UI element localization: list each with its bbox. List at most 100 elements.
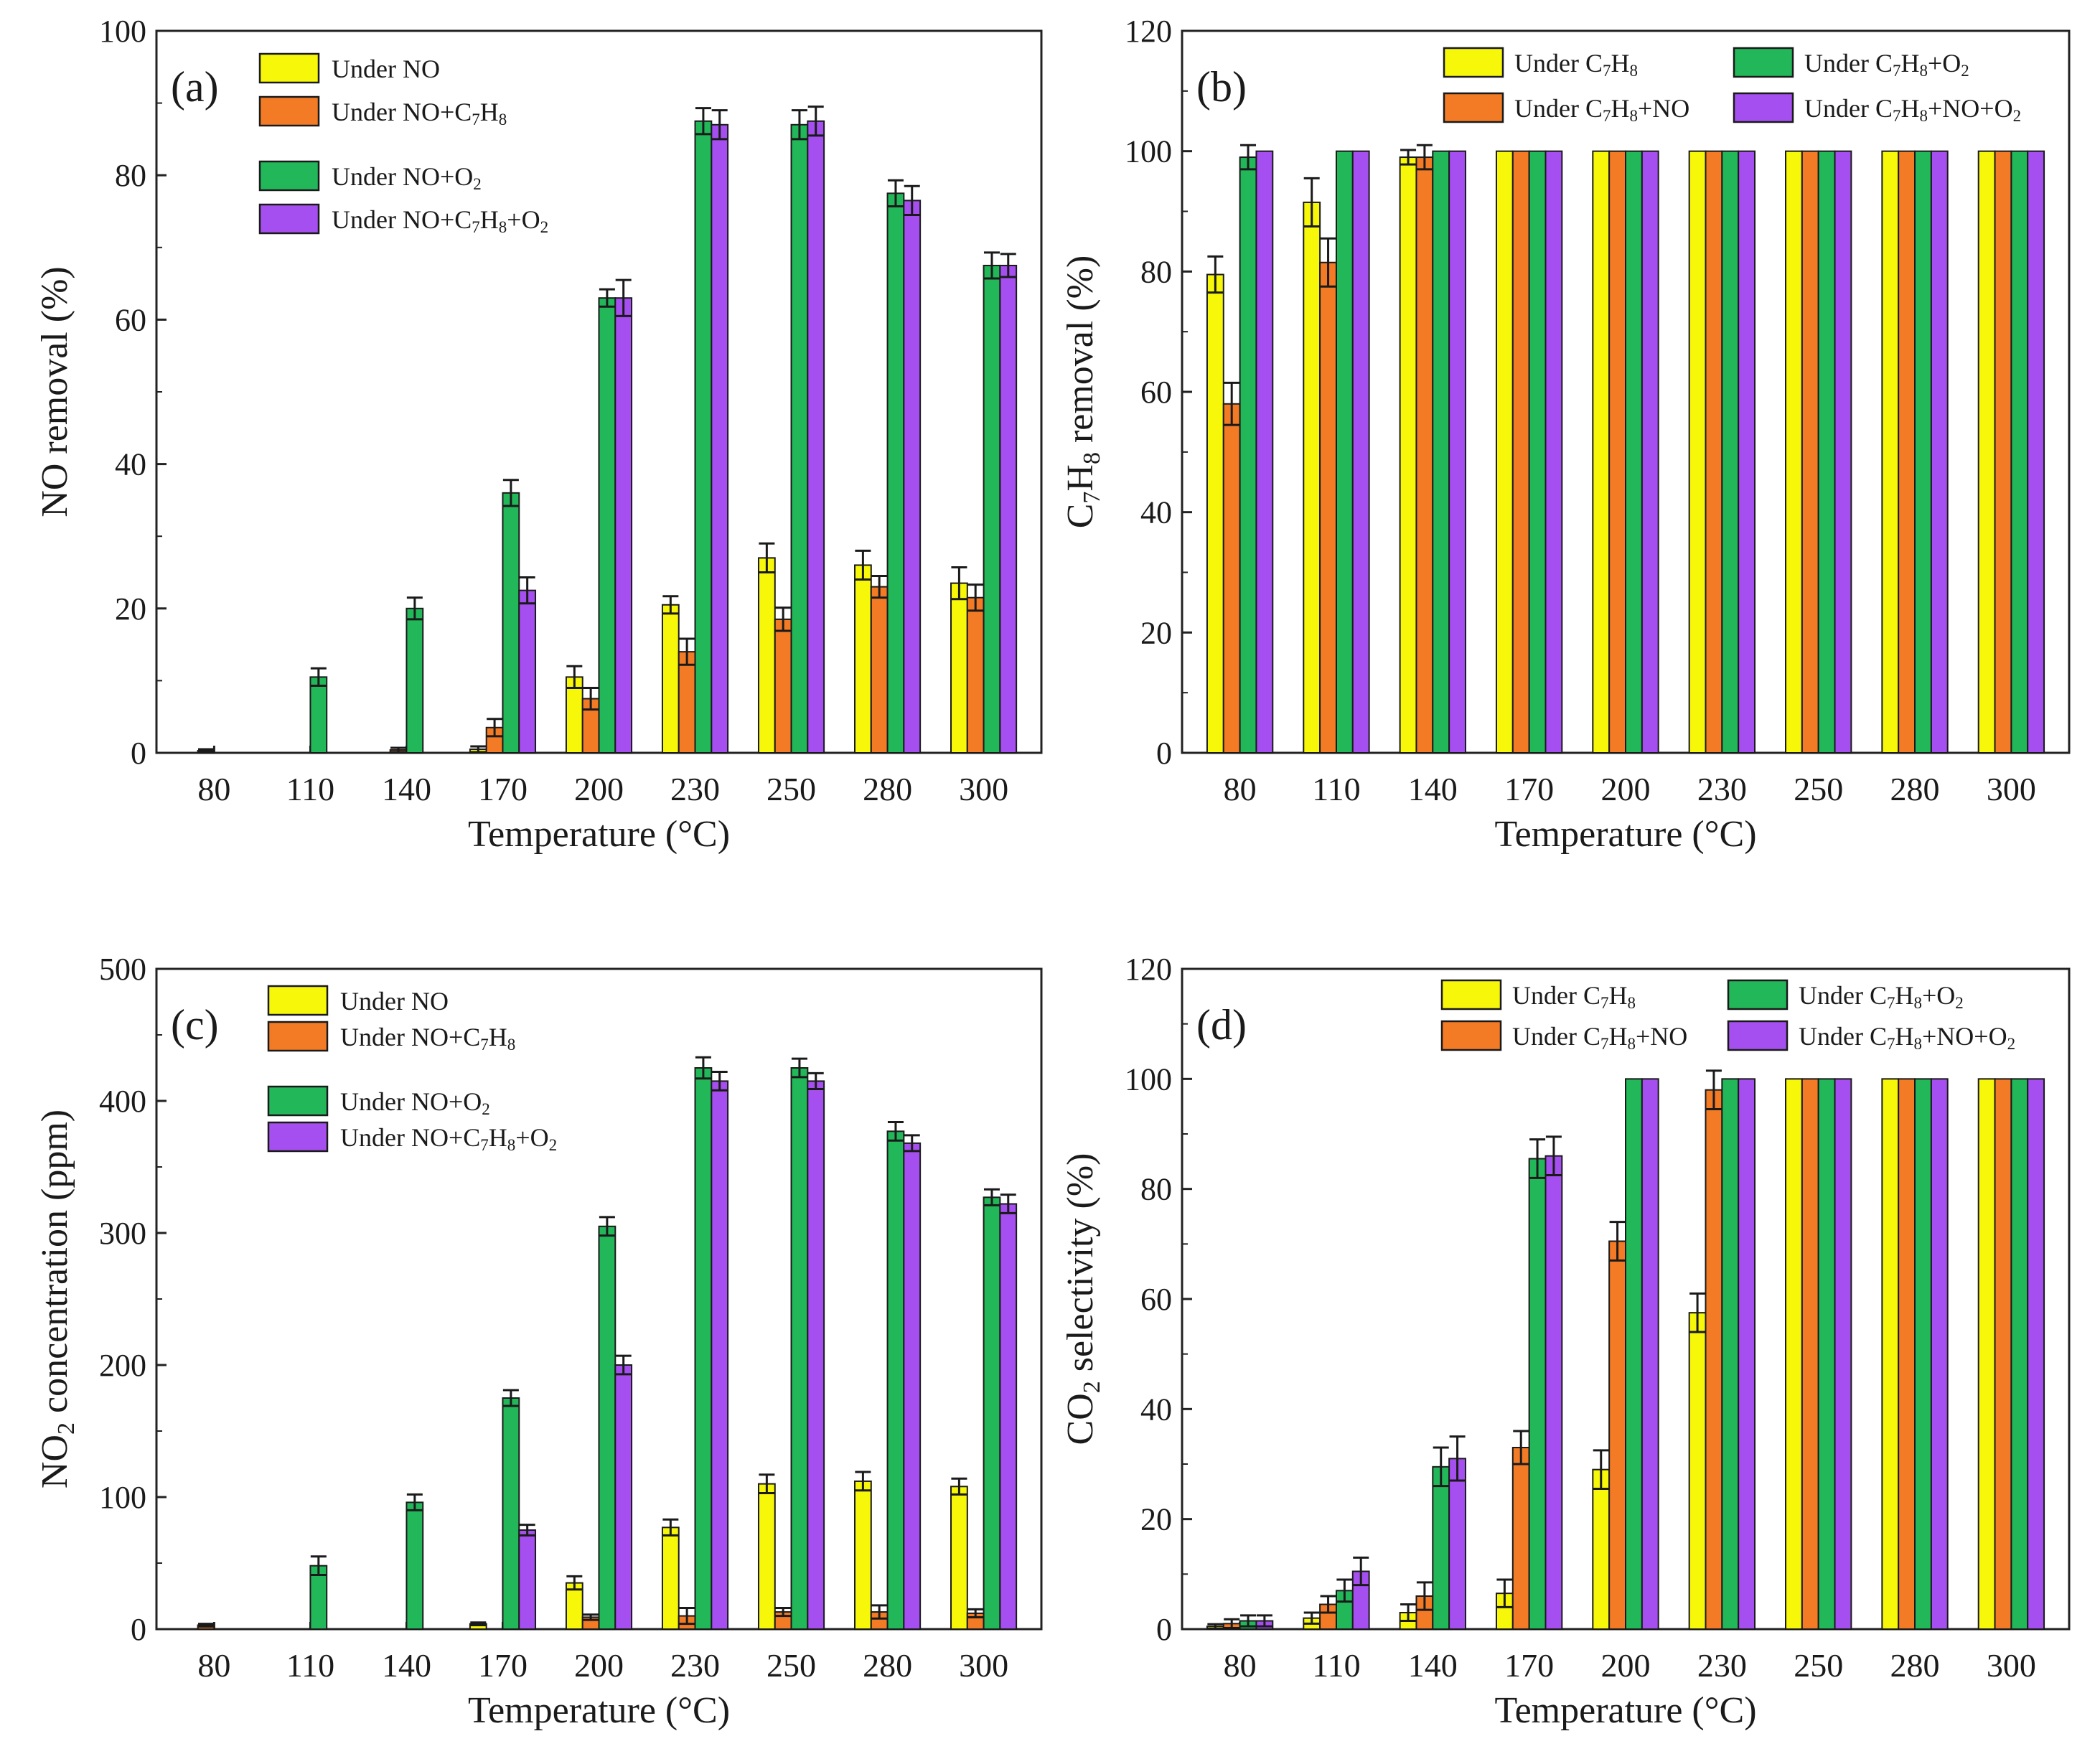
bar-b-orange-80	[1222, 403, 1241, 754]
x-tick-label-c: 80	[197, 1647, 230, 1684]
bar-d-orange-250	[1801, 1078, 1819, 1631]
bar-c-yellow-250	[757, 1483, 776, 1631]
y-tick-label-a: 100	[99, 14, 146, 49]
bar-c-yellow-280	[853, 1480, 872, 1630]
bar-b-orange-230	[1705, 150, 1723, 754]
y-tick-label-b: 120	[1125, 14, 1172, 49]
y-axis-label-group-c: NO2 concentration (ppm)	[34, 1110, 80, 1488]
bar-d-green-250	[1817, 1078, 1836, 1631]
bar-c-purple-300	[999, 1203, 1018, 1630]
legend-swatch-purple	[1733, 92, 1794, 123]
legend-label-purple: Under C7H8+NO+O2	[1799, 1022, 2015, 1053]
bar-c-green-300	[983, 1196, 1001, 1630]
x-tick-label-b: 280	[1890, 771, 1940, 807]
x-tick-label-d: 80	[1224, 1647, 1257, 1684]
bar-a-orange-250	[774, 618, 792, 754]
bar-d-yellow-230	[1688, 1312, 1707, 1630]
y-tick-label-c: 0	[131, 1612, 146, 1647]
bar-d-purple-230	[1738, 1078, 1756, 1631]
bar-d-yellow-200	[1592, 1468, 1611, 1630]
y-tick-label-a: 60	[115, 302, 146, 337]
bar-b-green-200	[1625, 150, 1643, 754]
bar-c-green-140	[406, 1501, 424, 1631]
bar-b-purple-280	[1930, 150, 1949, 754]
legend-label-purple: Under C7H8+NO+O2	[1804, 94, 2021, 125]
x-tick-label-b: 140	[1408, 771, 1458, 807]
bar-a-green-200	[598, 297, 617, 754]
y-tick-label-d: 0	[1156, 1612, 1172, 1647]
y-tick-label-b: 0	[1156, 736, 1172, 771]
y-tick-label-a: 40	[115, 447, 146, 482]
bar-c-green-230	[694, 1067, 713, 1630]
bar-a-orange-230	[678, 651, 696, 754]
bar-d-green-300	[2010, 1078, 2029, 1631]
legend-b: Under C7H8 Under C7H8+NO Under C7H8+O2 Unde…	[1443, 47, 2021, 125]
bar-b-purple-80	[1255, 150, 1274, 754]
y-axis-label-b: C7H8 removal (%)	[1060, 255, 1105, 529]
x-axis-label-b: Temperature (°C)	[1494, 814, 1756, 855]
panel-label-b: (b)	[1196, 63, 1247, 111]
legend-label-orange: Under NO+C7H8	[340, 1023, 515, 1054]
bar-a-green-140	[406, 607, 424, 754]
legend-swatch-yellow	[1443, 47, 1504, 78]
x-tick-label-c: 140	[382, 1647, 431, 1684]
legend-swatch-orange	[1440, 1020, 1502, 1051]
bar-c-purple-170	[518, 1529, 537, 1630]
bar-a-purple-300	[999, 264, 1018, 754]
panel-d: 0 20 40 60 80 100 120 80 110 140 170 200 230 250 280 30…	[1060, 952, 2071, 1731]
bar-d-orange-200	[1608, 1240, 1627, 1630]
bar-b-purple-250	[1834, 150, 1852, 754]
bar-a-green-300	[983, 264, 1001, 754]
legend-label-orange: Under NO+C7H8	[332, 98, 507, 128]
x-tick-label-a: 280	[863, 771, 912, 807]
panel-label-d: (d)	[1196, 1001, 1247, 1049]
panel-c: 0 100 200 300 400 500 80 110 140 170 200 230 250 280 3…	[34, 952, 1043, 1731]
y-tick-label-c: 200	[99, 1348, 146, 1383]
legend-swatch-green	[258, 160, 320, 192]
bar-b-orange-200	[1608, 150, 1627, 754]
y-tick-label-d: 100	[1125, 1061, 1172, 1097]
x-tick-label-d: 280	[1890, 1647, 1940, 1684]
x-tick-label-c: 110	[286, 1647, 334, 1684]
legend-c: Under NO Under NO+C7H8 Under NO+O2 Under NO…	[267, 985, 557, 1154]
y-tick-label-a: 80	[115, 158, 146, 193]
y-axis-label-group-d: CO2 selectivity (%)	[1060, 1153, 1105, 1445]
x-tick-label-d: 300	[1987, 1647, 2036, 1684]
bar-c-green-250	[790, 1067, 809, 1630]
bar-b-yellow-110	[1303, 201, 1321, 754]
y-axis-label-d: CO2 selectivity (%)	[1060, 1153, 1105, 1445]
legend-label-yellow: Under C7H8	[1512, 981, 1636, 1012]
panel-a: 0 20 40 60 80 100 80 110 140 170 200 230 250 280 300 (a…	[34, 14, 1043, 855]
bar-a-purple-200	[614, 297, 633, 754]
x-tick-label-d: 140	[1408, 1647, 1458, 1684]
x-tick-label-d: 230	[1697, 1647, 1747, 1684]
x-axis-label-c: Temperature (°C)	[468, 1690, 730, 1731]
bar-b-orange-140	[1415, 156, 1434, 754]
bar-b-green-280	[1914, 150, 1932, 754]
legend-label-purple: Under NO+C7H8+O2	[332, 205, 548, 236]
bar-d-orange-230	[1705, 1089, 1723, 1630]
bar-b-green-230	[1721, 150, 1740, 754]
y-tick-label-b: 60	[1140, 375, 1172, 410]
bar-b-yellow-170	[1495, 150, 1514, 754]
x-tick-label-b: 230	[1697, 771, 1747, 807]
bar-c-yellow-300	[950, 1486, 968, 1631]
legend-swatch-orange	[267, 1021, 329, 1052]
bar-a-orange-300	[966, 596, 985, 754]
x-tick-label-b: 80	[1224, 771, 1257, 807]
bar-d-yellow-300	[1977, 1078, 1996, 1631]
y-tick-label-b: 80	[1140, 254, 1172, 289]
bar-c-purple-200	[614, 1364, 633, 1630]
bar-c-purple-250	[807, 1080, 825, 1630]
bar-c-purple-230	[711, 1080, 729, 1630]
bar-b-purple-300	[2027, 150, 2045, 754]
bar-c-green-200	[598, 1225, 617, 1631]
bar-b-green-140	[1432, 150, 1450, 754]
legend-swatch-orange	[1443, 92, 1504, 123]
bar-a-green-110	[309, 676, 328, 754]
bar-d-green-140	[1432, 1465, 1450, 1631]
legend-swatch-purple	[1727, 1020, 1789, 1051]
bar-b-green-250	[1817, 150, 1836, 754]
panel-label-a: (a)	[171, 63, 219, 111]
bar-b-purple-140	[1448, 150, 1466, 754]
